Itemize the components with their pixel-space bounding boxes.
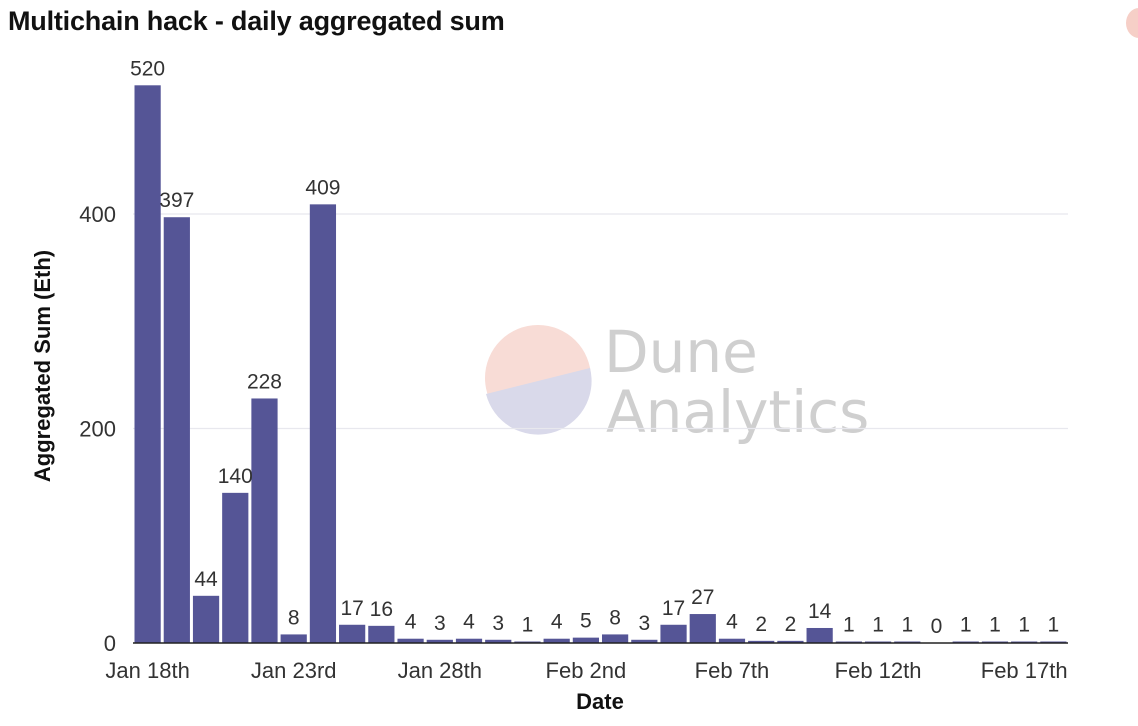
bar[interactable] (485, 639, 512, 643)
bar[interactable] (806, 627, 833, 643)
bar-value-label: 1 (522, 614, 534, 637)
bar-value-label: 1 (1048, 614, 1060, 637)
x-tick-label: Jan 28th (398, 658, 482, 683)
bar[interactable] (543, 638, 570, 643)
bar-value-label: 4 (405, 611, 417, 634)
bar-value-label: 1 (843, 614, 855, 637)
bar-value-label: 1 (901, 614, 913, 637)
y-tick-label: 400 (79, 202, 116, 227)
bar[interactable] (718, 638, 746, 643)
bar[interactable] (309, 204, 337, 643)
corner-logo-icon (1126, 8, 1138, 38)
bar-value-label: 409 (305, 176, 340, 199)
bar[interactable] (397, 638, 424, 643)
watermark-line1: Dune (604, 318, 758, 386)
x-axis-label: Date (576, 689, 624, 714)
bar[interactable] (777, 640, 804, 643)
bar-value-label: 397 (159, 189, 194, 212)
bar-value-label: 3 (638, 612, 650, 635)
bar-value-label: 5 (580, 610, 592, 633)
bar[interactable] (134, 85, 161, 644)
bar-value-label: 2 (785, 613, 797, 636)
bar[interactable] (631, 639, 658, 643)
bar-value-label: 520 (130, 57, 165, 80)
bar[interactable] (192, 595, 220, 643)
bar-value-label: 1 (1018, 614, 1030, 637)
bar[interactable] (660, 624, 687, 643)
bar-value-label: 2 (755, 613, 767, 636)
bar[interactable] (748, 640, 775, 643)
x-tick-label: Feb 12th (835, 658, 922, 683)
bar-value-label: 1 (989, 614, 1001, 637)
bar-value-label: 4 (551, 611, 563, 634)
bar-value-label: 4 (463, 611, 475, 634)
bar-value-label: 17 (662, 597, 685, 620)
dune-logo-icon (485, 325, 592, 435)
bar[interactable] (222, 492, 249, 643)
bar-value-label: 14 (808, 600, 832, 623)
bar[interactable] (251, 398, 278, 643)
bar-value-label: 140 (218, 465, 253, 488)
bar[interactable] (163, 217, 190, 643)
chart-title: Multichain hack - daily aggregated sum (8, 6, 505, 36)
bar-value-label: 27 (691, 586, 714, 609)
bar[interactable] (426, 639, 453, 643)
x-tick-label: Feb 17th (981, 658, 1068, 683)
x-tick-label: Feb 7th (695, 658, 770, 683)
bar[interactable] (339, 624, 366, 643)
bar-value-label: 44 (194, 568, 218, 591)
y-tick-label: 200 (79, 417, 116, 442)
bar[interactable] (368, 625, 395, 643)
bar[interactable] (602, 634, 629, 643)
y-tick-label: 0 (104, 631, 116, 656)
bar-value-label: 228 (247, 370, 282, 393)
bar-value-label: 1 (960, 614, 972, 637)
bar-value-label: 3 (492, 612, 504, 635)
bar[interactable] (572, 637, 599, 643)
x-tick-label: Jan 18th (105, 658, 189, 683)
dune-watermark: Dune Analytics (485, 318, 869, 446)
bar-value-label: 4 (726, 611, 738, 634)
bar[interactable] (689, 614, 716, 643)
bar-value-label: 3 (434, 612, 446, 635)
y-axis-label: Aggregated Sum (Eth) (30, 250, 55, 482)
bar-value-label: 1 (872, 614, 884, 637)
bar-value-label: 16 (370, 598, 393, 621)
bar-value-label: 8 (609, 606, 621, 629)
bar-value-label: 17 (340, 597, 363, 620)
bar[interactable] (280, 634, 307, 643)
bar-value-label: 0 (931, 615, 943, 638)
bar[interactable] (455, 638, 483, 643)
bar-value-label: 8 (288, 606, 300, 629)
x-tick-label: Feb 2nd (546, 658, 627, 683)
x-tick-label: Jan 23rd (251, 658, 337, 683)
watermark-line2: Analytics (606, 378, 869, 446)
